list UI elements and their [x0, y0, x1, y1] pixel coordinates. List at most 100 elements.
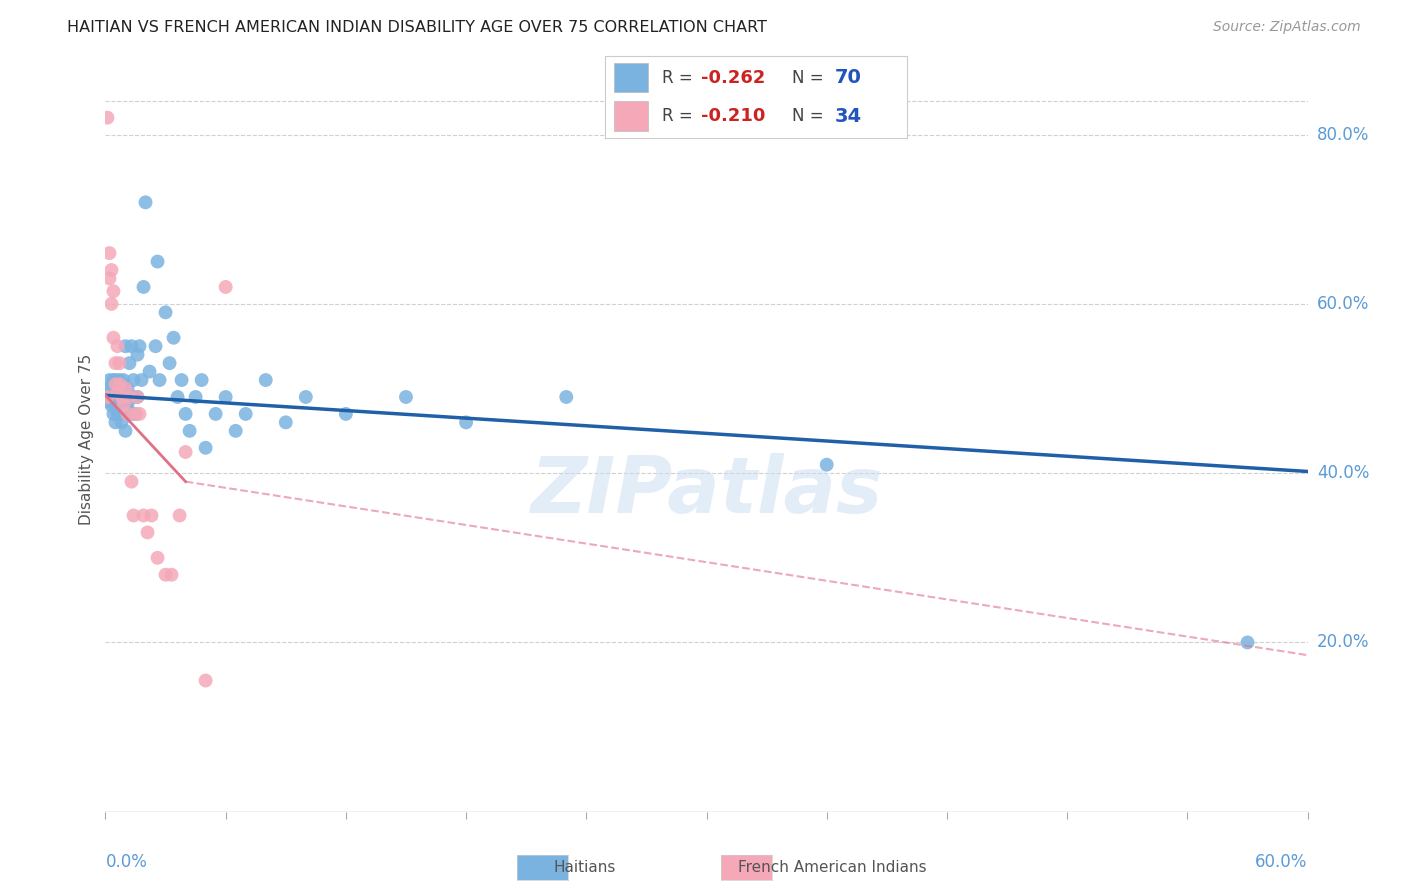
Point — [174, 407, 197, 421]
Point — [108, 407, 131, 421]
Point — [127, 348, 149, 362]
Point — [107, 407, 129, 421]
Point — [135, 195, 157, 210]
Text: HAITIAN VS FRENCH AMERICAN INDIAN DISABILITY AGE OVER 75 CORRELATION CHART: HAITIAN VS FRENCH AMERICAN INDIAN DISABI… — [67, 20, 768, 35]
Point — [100, 297, 122, 311]
Point — [138, 365, 160, 379]
Point — [96, 111, 118, 125]
Point — [194, 441, 217, 455]
Point — [107, 385, 129, 400]
Point — [114, 382, 136, 396]
Point — [124, 407, 146, 421]
Text: -0.262: -0.262 — [702, 69, 766, 87]
Point — [145, 339, 167, 353]
Point — [235, 407, 257, 421]
Text: 0.0%: 0.0% — [105, 853, 148, 871]
Point — [107, 339, 129, 353]
Point — [395, 390, 418, 404]
Point — [110, 382, 132, 396]
Point — [162, 331, 184, 345]
Point — [335, 407, 357, 421]
Text: Source: ZipAtlas.com: Source: ZipAtlas.com — [1213, 20, 1361, 34]
Point — [114, 399, 136, 413]
Text: R =: R = — [662, 107, 697, 125]
Point — [170, 373, 193, 387]
Point — [159, 356, 181, 370]
Point — [112, 399, 135, 413]
Point — [155, 567, 177, 582]
Text: 70: 70 — [834, 68, 862, 87]
Point — [148, 373, 170, 387]
Point — [121, 475, 143, 489]
Point — [174, 445, 197, 459]
Point — [121, 339, 143, 353]
Point — [127, 390, 149, 404]
Text: N =: N = — [792, 69, 830, 87]
Point — [274, 416, 297, 430]
Point — [108, 377, 131, 392]
Text: 80.0%: 80.0% — [1317, 126, 1369, 144]
Point — [155, 305, 177, 319]
Point — [107, 382, 129, 396]
Point — [555, 390, 578, 404]
Point — [96, 390, 118, 404]
Point — [117, 399, 139, 413]
Point — [114, 339, 136, 353]
Point — [107, 399, 129, 413]
Point — [117, 382, 139, 396]
Text: 34: 34 — [834, 107, 862, 126]
Point — [100, 382, 122, 396]
Point — [96, 394, 118, 409]
Point — [103, 284, 125, 298]
Y-axis label: Disability Age Over 75: Disability Age Over 75 — [79, 354, 94, 524]
Point — [114, 424, 136, 438]
Point — [103, 407, 125, 421]
Point — [122, 373, 145, 387]
Point — [103, 373, 125, 387]
Text: R =: R = — [662, 69, 697, 87]
Point — [98, 271, 121, 285]
Point — [104, 416, 127, 430]
Point — [110, 390, 132, 404]
Point — [121, 407, 143, 421]
Point — [108, 373, 131, 387]
Point — [204, 407, 226, 421]
Point — [108, 356, 131, 370]
Text: 40.0%: 40.0% — [1317, 464, 1369, 483]
Point — [110, 416, 132, 430]
FancyBboxPatch shape — [613, 62, 648, 92]
Point — [254, 373, 277, 387]
Point — [179, 424, 201, 438]
Point — [118, 356, 141, 370]
Point — [98, 373, 121, 387]
Point — [103, 331, 125, 345]
Point — [104, 356, 127, 370]
Point — [190, 373, 212, 387]
Point — [1236, 635, 1258, 649]
Point — [104, 377, 127, 392]
Point — [128, 339, 150, 353]
Point — [117, 407, 139, 421]
Point — [132, 508, 155, 523]
Point — [225, 424, 247, 438]
Point — [160, 567, 183, 582]
Point — [454, 416, 477, 430]
Point — [100, 263, 122, 277]
Point — [194, 673, 217, 688]
Point — [112, 390, 135, 404]
Point — [100, 399, 122, 413]
Text: 60.0%: 60.0% — [1317, 295, 1369, 313]
Text: French American Indians: French American Indians — [738, 860, 927, 874]
FancyBboxPatch shape — [613, 102, 648, 131]
Point — [98, 246, 121, 260]
Point — [103, 390, 125, 404]
Point — [146, 254, 169, 268]
Point — [107, 390, 129, 404]
Point — [169, 508, 191, 523]
Point — [128, 407, 150, 421]
Text: Haitians: Haitians — [554, 860, 616, 874]
Text: N =: N = — [792, 107, 830, 125]
Point — [131, 373, 153, 387]
Point — [124, 390, 146, 404]
Point — [104, 373, 127, 387]
